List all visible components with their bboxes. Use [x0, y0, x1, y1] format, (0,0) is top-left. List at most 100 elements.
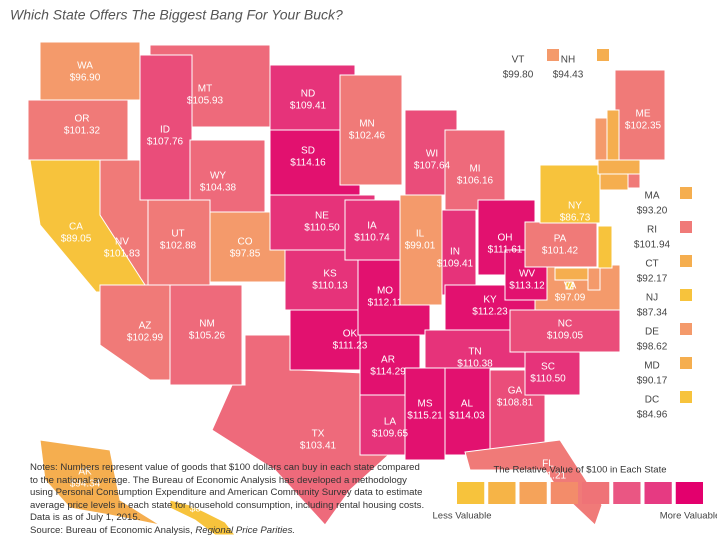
state-abbr: AZ — [139, 321, 152, 332]
state-value: $111.61 — [488, 245, 523, 256]
state-abbr: NM — [199, 319, 215, 330]
state-value: $101.21 — [530, 471, 567, 482]
state-abbr: OK — [343, 329, 358, 340]
state — [597, 225, 613, 269]
state-abbr: ND — [301, 89, 315, 100]
legend-swatch — [680, 391, 692, 403]
legend-swatch — [680, 289, 692, 301]
state-abbr: GA — [508, 386, 523, 397]
state-value: $110.50 — [530, 374, 566, 385]
state-value: $110.50 — [304, 223, 340, 234]
state-abbr: IN — [450, 247, 460, 258]
state-value: $93.20 — [637, 206, 668, 217]
state-abbr: TX — [312, 429, 325, 440]
state — [627, 173, 641, 189]
state-abbr: WA — [77, 61, 93, 72]
state-abbr: NV — [115, 237, 129, 248]
state-abbr: AK — [78, 467, 92, 478]
legend-high: More Valuable — [660, 511, 717, 522]
state-value: $112.11 — [368, 298, 403, 309]
state-abbr: ID — [160, 125, 170, 136]
state — [139, 54, 193, 201]
state-value: $115.21 — [407, 411, 443, 422]
state-value: $84.96 — [637, 410, 668, 421]
state-abbr: CA — [69, 222, 83, 233]
state-abbr: IA — [367, 221, 377, 232]
state — [524, 349, 581, 396]
state-value: $97.85 — [230, 249, 261, 260]
legend-color — [613, 482, 641, 504]
state-abbr: NJ — [646, 293, 658, 304]
state — [339, 74, 403, 186]
state-abbr: LA — [384, 417, 397, 428]
state — [606, 109, 620, 161]
state-value: $99.01 — [405, 241, 436, 252]
state-value: $96.90 — [70, 73, 101, 84]
states — [27, 41, 666, 536]
state-value: $86.73 — [560, 213, 591, 224]
state-abbr: NE — [315, 211, 329, 222]
state-value: $114.29 — [370, 367, 406, 378]
state — [399, 194, 443, 306]
state-abbr: CT — [645, 259, 658, 270]
legend-swatch — [680, 255, 692, 267]
state — [169, 499, 237, 536]
state — [464, 439, 603, 526]
notes: Notes: Numbers represent value of goods … — [30, 462, 425, 537]
state-abbr: DC — [645, 395, 659, 406]
state — [539, 164, 601, 224]
state-value: $92.17 — [637, 274, 668, 285]
state-value: $89.05 — [61, 234, 92, 245]
state-value: $105.93 — [187, 96, 224, 107]
state-value: $114.03 — [449, 411, 485, 422]
state-abbr: NY — [568, 201, 582, 212]
state — [344, 199, 406, 261]
state-value: $111.23 — [333, 341, 368, 352]
state — [39, 41, 141, 101]
state-abbr: WI — [426, 149, 438, 160]
legend-color — [644, 482, 672, 504]
legend-swatch — [597, 49, 609, 61]
state — [554, 267, 589, 281]
state-abbr: OH — [498, 233, 513, 244]
title: Which State Offers The Biggest Bang For … — [10, 7, 343, 23]
state-value: $86.06 — [190, 504, 221, 515]
state — [524, 221, 598, 268]
state-abbr: MO — [377, 286, 393, 297]
state-value: $103.41 — [300, 441, 337, 452]
state-value: $110.13 — [312, 281, 348, 292]
state-abbr: RI — [647, 225, 657, 236]
state-abbr: ME — [636, 109, 651, 120]
state — [404, 367, 446, 461]
state — [444, 129, 506, 211]
state-value: $97.09 — [555, 293, 586, 304]
state-abbr: WV — [519, 269, 535, 280]
state-abbr: CO — [238, 237, 253, 248]
state-value: $102.46 — [349, 131, 386, 142]
state-value: $87.34 — [637, 308, 668, 319]
state-abbr: SD — [301, 146, 315, 157]
state-abbr: SC — [541, 362, 555, 373]
state-abbr: TN — [468, 347, 481, 358]
legend-color — [582, 482, 610, 504]
legend-swatch — [680, 323, 692, 335]
state-abbr: IL — [416, 229, 425, 240]
state-value: $113.12 — [509, 281, 545, 292]
state — [597, 159, 641, 175]
state-value: $90.17 — [637, 376, 668, 387]
state-abbr: MT — [198, 84, 212, 95]
state-abbr: DE — [645, 327, 659, 338]
legend-low: Less Valuable — [433, 511, 492, 522]
state — [504, 249, 548, 301]
state-abbr: OR — [75, 114, 90, 125]
state-abbr: MD — [644, 361, 660, 372]
state-abbr: MS — [418, 399, 433, 410]
source-text: Source: Bureau of Economic Analysis, — [30, 524, 196, 536]
state-value: $102.35 — [625, 121, 662, 132]
state — [169, 284, 243, 386]
state-value: $94.34 — [70, 479, 101, 490]
notes-text: Notes: Numbers represent value of goods … — [30, 462, 425, 523]
state-abbr: UT — [171, 229, 184, 240]
